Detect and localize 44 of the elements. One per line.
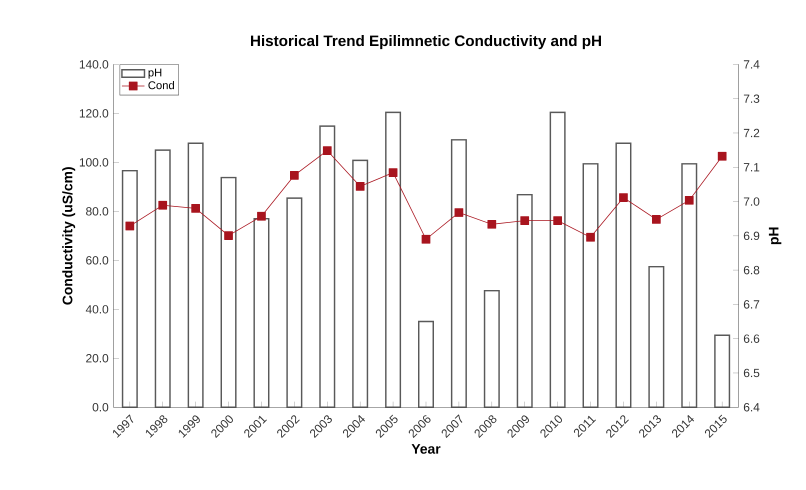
point <box>290 170 299 180</box>
point <box>586 232 595 242</box>
y-tick-label: 120.0 <box>80 108 108 118</box>
point <box>422 234 430 244</box>
point <box>652 214 661 224</box>
y-axis-title: Conductivity (uS/cm) <box>62 166 76 304</box>
point <box>718 152 727 160</box>
y-tick-label: 80.0 <box>86 206 108 216</box>
y-tick-label: 0.0 <box>92 402 108 412</box>
y-tick-label: 60.0 <box>86 256 108 264</box>
y-tick-label: 100.0 <box>80 158 108 166</box>
y2-tick-label: 6.8 <box>744 266 760 274</box>
y2-tick-label: 6.4 <box>744 402 760 412</box>
point <box>454 208 464 217</box>
y2-tick-label: 7.3 <box>744 94 760 103</box>
point <box>125 221 134 230</box>
point <box>553 216 562 225</box>
point <box>224 230 233 240</box>
point <box>322 146 332 155</box>
y2-tick-label: 7.1 <box>744 162 760 172</box>
y-tick-label: 40.0 <box>86 304 108 314</box>
y2-tick-label: 6.9 <box>744 231 760 240</box>
y2-tick-label: 7.2 <box>744 128 760 137</box>
x-axis-title: Year <box>412 444 440 454</box>
chart-title: Historical Trend Epilimnetic Conductivity and pH <box>250 34 601 49</box>
point <box>520 216 530 225</box>
point <box>487 220 496 228</box>
y2-tick-label: 7.4 <box>744 60 760 68</box>
y-tick-label: 20.0 <box>86 354 108 362</box>
point <box>619 193 628 202</box>
y2-axis-title: pH <box>768 227 782 244</box>
legend-label: pH <box>148 68 162 78</box>
point <box>191 204 200 213</box>
y2-tick-label: 6.5 <box>744 368 760 377</box>
legend-label: Cond <box>148 80 174 89</box>
point <box>257 212 266 220</box>
point <box>356 182 365 190</box>
y2-tick-label: 7.0 <box>744 197 760 206</box>
point <box>158 200 168 210</box>
point <box>388 168 398 177</box>
y2-tick-label: 6.7 <box>744 300 760 308</box>
y-tick-label: 140.0 <box>80 60 108 68</box>
point <box>684 196 694 204</box>
y2-tick-label: 6.6 <box>744 334 760 343</box>
